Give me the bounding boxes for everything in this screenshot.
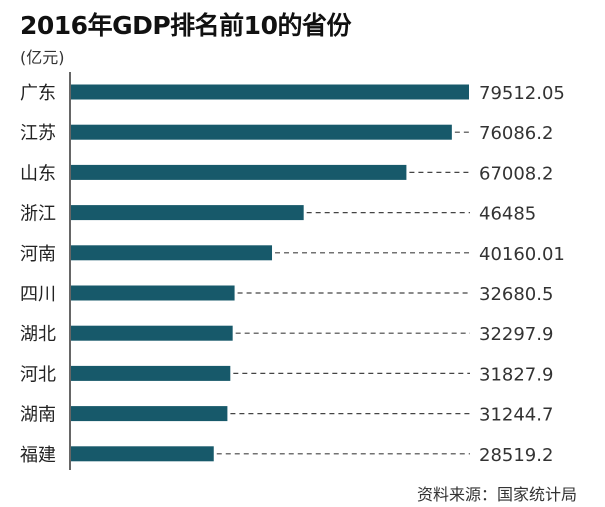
value-label: 31244.7 [479,405,553,426]
value-label: 79512.05 [479,83,565,104]
category-label: 四川 [20,284,56,305]
category-label: 江苏 [20,123,56,144]
value-label: 46485 [479,204,536,225]
bar [71,285,235,301]
value-label: 28519.2 [479,445,553,466]
bar [71,124,452,140]
chart-title: 2016年GDP排名前10的省份 [20,11,351,40]
bar [71,164,407,180]
value-label: 40160.01 [479,244,565,265]
bar [71,446,214,462]
bar [71,245,273,261]
category-label: 湖北 [20,324,56,345]
bar [71,84,469,100]
bar [71,406,228,422]
category-label: 河南 [20,244,56,265]
category-label: 山东 [20,163,56,184]
category-label: 浙江 [20,204,56,225]
value-label: 31827.9 [479,364,553,385]
category-label: 湖南 [20,405,56,426]
category-label: 河北 [20,364,56,385]
value-label: 32680.5 [479,284,553,305]
value-label: 32297.9 [479,324,553,345]
category-label: 福建 [20,445,56,466]
category-label: 广东 [20,83,56,104]
bar [71,205,304,221]
unit-label: (亿元) [20,48,65,67]
source-note: 资料来源：国家统计局 [416,485,577,504]
bar [71,365,231,381]
value-label: 76086.2 [479,123,553,144]
bar [71,325,233,341]
value-label: 67008.2 [479,163,553,184]
